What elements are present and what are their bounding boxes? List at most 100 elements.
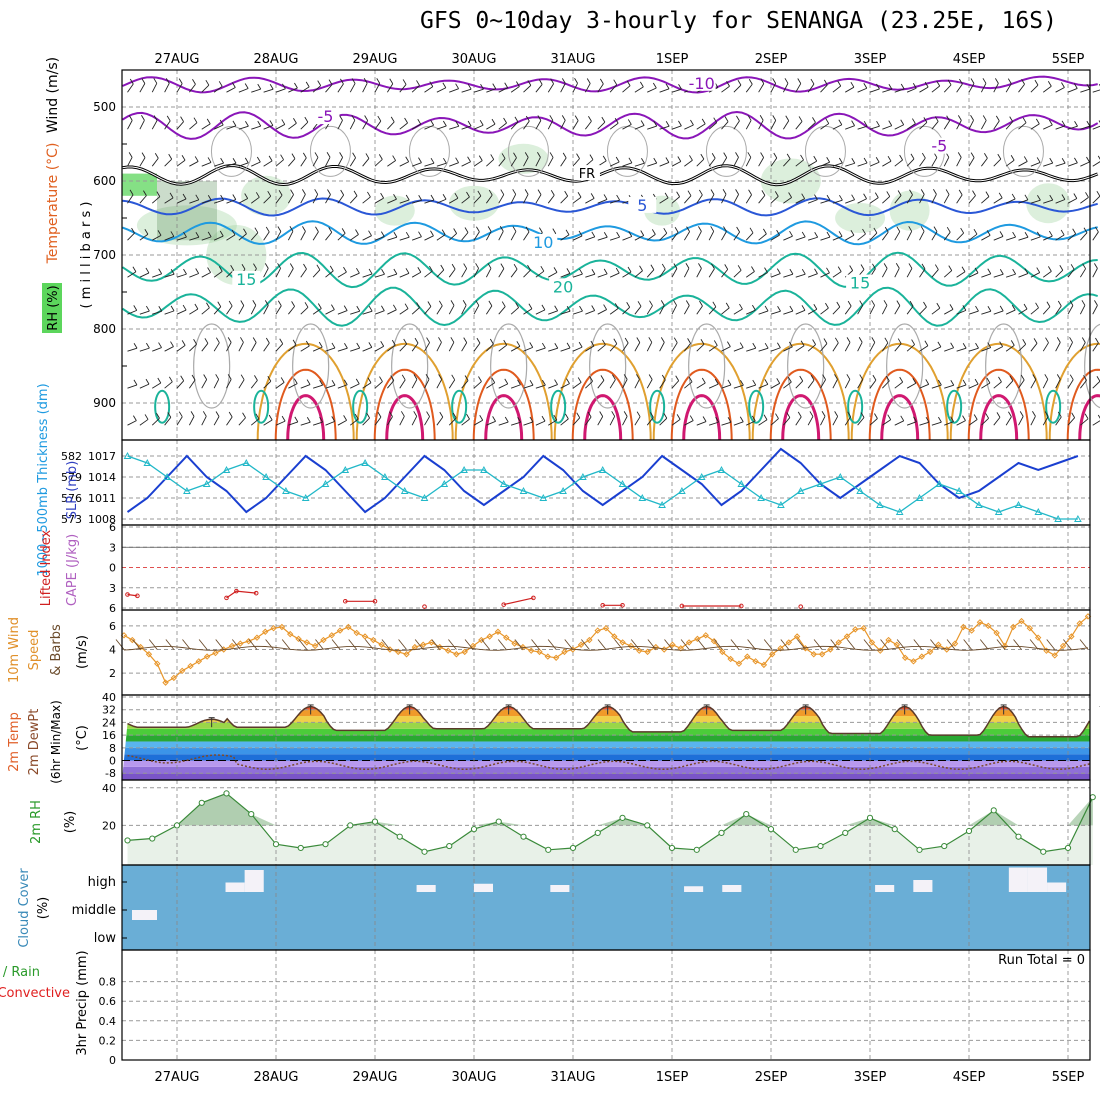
axis-label-cloud: Cloud Cover — [17, 868, 32, 948]
wind-barb — [303, 263, 307, 270]
wind-barb — [1022, 117, 1027, 123]
wind-barb — [1046, 301, 1051, 307]
wind-barb — [943, 194, 950, 204]
axis-label-convective: Convective — [0, 986, 70, 1001]
axis-label-cape: CAPE (J/kg) — [65, 534, 80, 606]
wind-speed-point — [469, 642, 477, 650]
wind-barb — [513, 263, 518, 270]
wind-barb — [825, 302, 829, 309]
wind-barb — [1036, 231, 1041, 238]
wind-barb — [343, 305, 348, 311]
wind-barb — [752, 342, 757, 349]
wind-barb — [523, 194, 529, 204]
wind-barb — [305, 340, 310, 347]
wind-barb — [1018, 416, 1024, 426]
wind-barb — [894, 420, 904, 426]
wind-barb — [288, 421, 298, 426]
wind-speed-point — [170, 674, 178, 682]
wind-barb — [763, 639, 773, 650]
wind-barb — [448, 342, 455, 352]
wind-barb — [426, 411, 430, 417]
wind-barb — [192, 79, 196, 85]
wind-barb — [293, 378, 298, 384]
wind-barb — [863, 193, 867, 200]
wind-barb — [968, 310, 979, 315]
wind-barb — [894, 124, 904, 130]
rh-point — [594, 829, 601, 837]
wind-barb — [968, 120, 974, 130]
wind-speed-point — [835, 639, 842, 646]
wind-barb — [566, 268, 571, 274]
wind-barb — [379, 376, 383, 382]
wind-barb — [869, 379, 877, 389]
rh-point — [842, 829, 849, 837]
wind-barb — [851, 120, 855, 126]
wind-barb — [613, 338, 618, 344]
lifted-index-point — [125, 592, 130, 597]
date-label-top: 5SEP — [1052, 52, 1085, 67]
wind-barb — [226, 416, 233, 426]
wind-barb — [133, 305, 138, 311]
wind-barb — [836, 301, 841, 308]
wind-barb — [205, 79, 210, 86]
wind-barb — [561, 78, 566, 84]
wind-barb — [430, 194, 435, 201]
rh-point — [149, 835, 156, 842]
rh-point — [990, 807, 997, 814]
thickness-point — [895, 507, 904, 515]
wind-barb — [473, 124, 484, 130]
wind-barb — [132, 415, 137, 421]
rh-contour — [688, 323, 726, 409]
wind-barb — [721, 346, 731, 352]
wind-barb — [984, 152, 988, 159]
wind-barb — [772, 115, 777, 121]
wind-barb — [579, 268, 583, 275]
wind-barb — [176, 273, 187, 278]
wind-barb — [795, 380, 804, 389]
wind-barb — [708, 122, 718, 130]
rh-contour — [589, 323, 627, 409]
isotherm-line — [121, 110, 1099, 140]
date-label-bottom: 27AUG — [154, 1070, 199, 1085]
wind-barb — [684, 195, 692, 204]
wind-barb — [846, 639, 856, 650]
wind-speed-point — [1018, 617, 1025, 625]
wind-barb — [165, 78, 170, 84]
rh-point — [916, 846, 923, 853]
wind-barb — [872, 374, 877, 381]
wind-barb — [832, 85, 841, 93]
chart-title: GFS 0~10day 3-hourly for SENANGA (23.25E… — [420, 8, 1057, 34]
wind-speed-point — [719, 648, 726, 656]
wind-barb — [1005, 416, 1012, 426]
wind-barb — [340, 189, 345, 196]
wind-barb — [960, 227, 965, 234]
wind-barb — [733, 157, 739, 167]
wind-barb — [908, 263, 913, 269]
wind-barb — [386, 83, 394, 93]
wind-barb — [418, 195, 423, 201]
wind-barb — [897, 190, 902, 196]
wind-barb — [316, 264, 321, 271]
wind-barb — [648, 337, 653, 343]
wind-barb — [758, 272, 768, 278]
wind-barb — [206, 118, 211, 125]
wind-barb — [243, 228, 247, 234]
wind-barb — [919, 306, 927, 315]
wind-barb — [227, 374, 232, 380]
wind-barb — [795, 273, 806, 278]
wind-barb — [597, 416, 604, 426]
wind-barb — [411, 162, 422, 167]
wind-barb — [958, 189, 963, 196]
wind-barb — [963, 639, 973, 650]
wind-barb — [204, 338, 209, 344]
wind-barb — [1092, 125, 1100, 130]
wind-speed-point — [727, 655, 734, 663]
wind-barb — [979, 639, 989, 650]
wind-speed-point — [370, 636, 377, 644]
cloud-bar-high — [684, 886, 704, 892]
wind-barb — [417, 267, 422, 273]
wind-barb — [671, 419, 681, 426]
wind-barb — [934, 264, 939, 270]
ytick-label: 0.2 — [99, 1034, 117, 1047]
wind-barb — [312, 346, 323, 352]
